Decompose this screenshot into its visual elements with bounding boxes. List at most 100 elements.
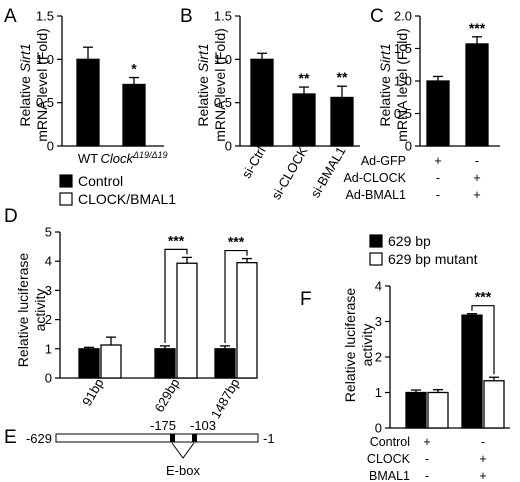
b-xtick-label: si-Ctrl xyxy=(239,144,269,181)
charts: 0 0.5 1.0 1.5 * WT ClockΔ19/Δ19 0 0.5 1.0 1.5 ** ** s… xyxy=(36,9,510,436)
b-bar xyxy=(250,58,274,147)
b-ytick-label: 1.5 xyxy=(214,9,232,24)
d-significance: *** xyxy=(228,234,245,250)
c-mark-0-0: + xyxy=(434,154,441,168)
d-legend-swatch xyxy=(59,174,73,188)
f-legend-swatch xyxy=(369,252,383,266)
d-xtick-label: 91bp xyxy=(79,376,106,409)
promoter-right-label: -1 xyxy=(263,431,275,446)
b-xtick-label: si-BMAL1 xyxy=(307,144,348,200)
f-mark-1-0: - xyxy=(425,452,429,466)
f-mark-2-1: + xyxy=(479,469,486,482)
f-bar-b xyxy=(427,391,449,429)
f-bar-b xyxy=(483,380,505,429)
d-legend-swatch xyxy=(59,192,73,206)
f-ylabel-line1: Relative luciferase xyxy=(342,288,358,403)
f-ytick-label: 3 xyxy=(375,314,382,329)
b-ylabel-line1: Relative Sirt1 xyxy=(195,43,211,126)
c-mark-0-1: - xyxy=(475,154,479,168)
f-ytick-label: 4 xyxy=(375,279,382,294)
ebox-pointer xyxy=(171,442,195,459)
ebox-label: E-box xyxy=(166,463,200,478)
f-ytick-label: 0 xyxy=(375,421,382,436)
d-bar-b xyxy=(100,344,122,379)
a-ytick-label: 0.5 xyxy=(36,95,54,110)
a-ytick-label: 1.5 xyxy=(36,9,54,24)
panel-letter-f: F xyxy=(300,289,312,310)
c-mark-2-0: - xyxy=(436,188,440,202)
c-ytick-label: 2.0 xyxy=(394,9,412,24)
a-ytick-label: 0 xyxy=(47,139,54,154)
d-xtick-label: 629bp xyxy=(152,376,183,415)
d-ylabel-line1: Relative luciferase xyxy=(15,253,31,368)
panel-letter-d: D xyxy=(4,206,18,227)
c-ytick-label: 1.5 xyxy=(394,41,412,56)
b-ylabel-line2: mRNA level (Fold) xyxy=(212,28,228,142)
c-ytick-label: 0.5 xyxy=(394,106,412,121)
d-bar-a xyxy=(78,348,100,379)
f-legend-label: 629 bp xyxy=(388,233,431,249)
f-cond-label-1: CLOCK xyxy=(367,452,411,466)
d-xtick-label: 1487bp xyxy=(208,376,243,421)
d-bar-a xyxy=(214,348,236,379)
b-ytick-label: 1.0 xyxy=(214,52,232,67)
c-cond-label-1: Ad-CLOCK xyxy=(343,171,406,185)
a-ylabel-line1: Relative Sirt1 xyxy=(17,43,33,126)
c-ylabel-line2: mRNA level (Fold) xyxy=(394,28,410,142)
promoter-left-label: -629 xyxy=(26,431,52,446)
a-bar xyxy=(76,58,100,147)
c-mark-2-1: + xyxy=(473,188,480,202)
panel-letter-c: C xyxy=(370,6,384,27)
panel-letter-e: E xyxy=(4,427,17,448)
c-bar xyxy=(426,80,450,147)
site2-label: -103 xyxy=(190,418,216,433)
c-significance: *** xyxy=(469,20,486,36)
f-cond-label-0: Control xyxy=(370,435,410,449)
c-bar xyxy=(465,43,489,147)
d-ytick-label: 3 xyxy=(45,283,52,298)
d-ytick-label: 2 xyxy=(45,312,52,327)
promoter-bar xyxy=(55,433,259,443)
c-ytick-label: 1.0 xyxy=(394,74,412,89)
b-ytick-label: 0 xyxy=(225,139,232,154)
f-significance: *** xyxy=(475,289,492,305)
c-ylabel-line1: Relative Sirt1 xyxy=(377,43,393,126)
a-xtick-label: ClockΔ19/Δ19 xyxy=(100,150,167,166)
f-ylabel-line2: activity xyxy=(359,324,375,367)
d-bar-b xyxy=(236,262,258,379)
f-legend-label: 629 bp mutant xyxy=(388,251,478,267)
f-mark-1-1: + xyxy=(479,452,486,466)
d-ytick-label: 5 xyxy=(45,225,52,240)
a-ytick-label: 1.0 xyxy=(36,52,54,67)
f-mark-2-0: - xyxy=(425,469,429,482)
promoter-diagram: -629 -1 -175 -103 E-box xyxy=(26,418,275,478)
a-ylabel-line2: mRNA level (Fold) xyxy=(34,28,50,142)
f-mark-0-0: + xyxy=(423,435,430,449)
b-bar xyxy=(330,96,354,147)
f-ytick-label: 2 xyxy=(375,350,382,365)
d-ytick-label: 4 xyxy=(45,254,52,269)
d-legend-label: CLOCK/BMAL1 xyxy=(78,191,176,207)
b-xtick-label: si-CLOCK xyxy=(268,144,310,202)
c-mark-1-1: + xyxy=(473,171,480,185)
c-cond-label-2: Ad-BMAL1 xyxy=(346,188,406,202)
d-ytick-label: 1 xyxy=(45,341,52,356)
b-significance: ** xyxy=(337,69,348,85)
d-significance-bracket xyxy=(164,248,188,343)
d-significance: *** xyxy=(168,232,185,248)
c-mark-1-0: - xyxy=(436,171,440,185)
b-ytick-label: 0.5 xyxy=(214,95,232,110)
d-bar-b xyxy=(176,262,198,379)
d-ytick-label: 0 xyxy=(45,371,52,386)
a-significance: * xyxy=(131,61,137,77)
c-cond-label-0: Ad-GFP xyxy=(361,154,406,168)
a-bar xyxy=(122,83,146,147)
d-significance-bracket xyxy=(224,249,248,343)
b-bar xyxy=(292,93,316,147)
f-bar-a xyxy=(461,314,483,429)
f-mark-0-1: - xyxy=(481,435,485,449)
panel-letter-a: A xyxy=(4,6,17,27)
b-significance: ** xyxy=(299,70,310,86)
f-cond-label-2: BMAL1 xyxy=(369,469,410,482)
d-ylabel-line2: activity xyxy=(32,289,48,332)
